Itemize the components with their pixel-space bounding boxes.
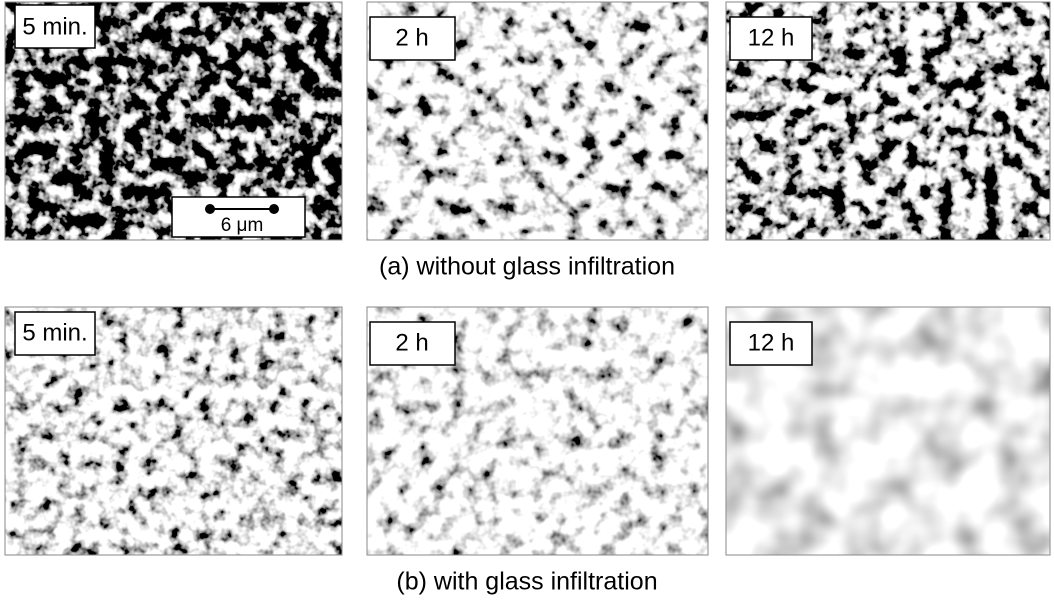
caption: (b) with glass infiltration bbox=[396, 568, 657, 596]
panel-label: 12 h bbox=[748, 329, 795, 356]
panel-label: 5 min. bbox=[22, 13, 87, 40]
figure: 5 min. 2 h 12 h 6 μm (a) without glass i… bbox=[0, 0, 1054, 601]
panel-label: 2 h bbox=[395, 329, 428, 356]
scale-bar-label: 6 μm bbox=[221, 215, 264, 236]
panel-label: 12 h bbox=[748, 24, 795, 51]
panel-label: 2 h bbox=[395, 24, 428, 51]
caption: (a) without glass infiltration bbox=[379, 253, 675, 281]
scale-bar-end bbox=[269, 204, 279, 214]
panel-label: 5 min. bbox=[22, 319, 87, 346]
scale-bar-end bbox=[205, 204, 215, 214]
